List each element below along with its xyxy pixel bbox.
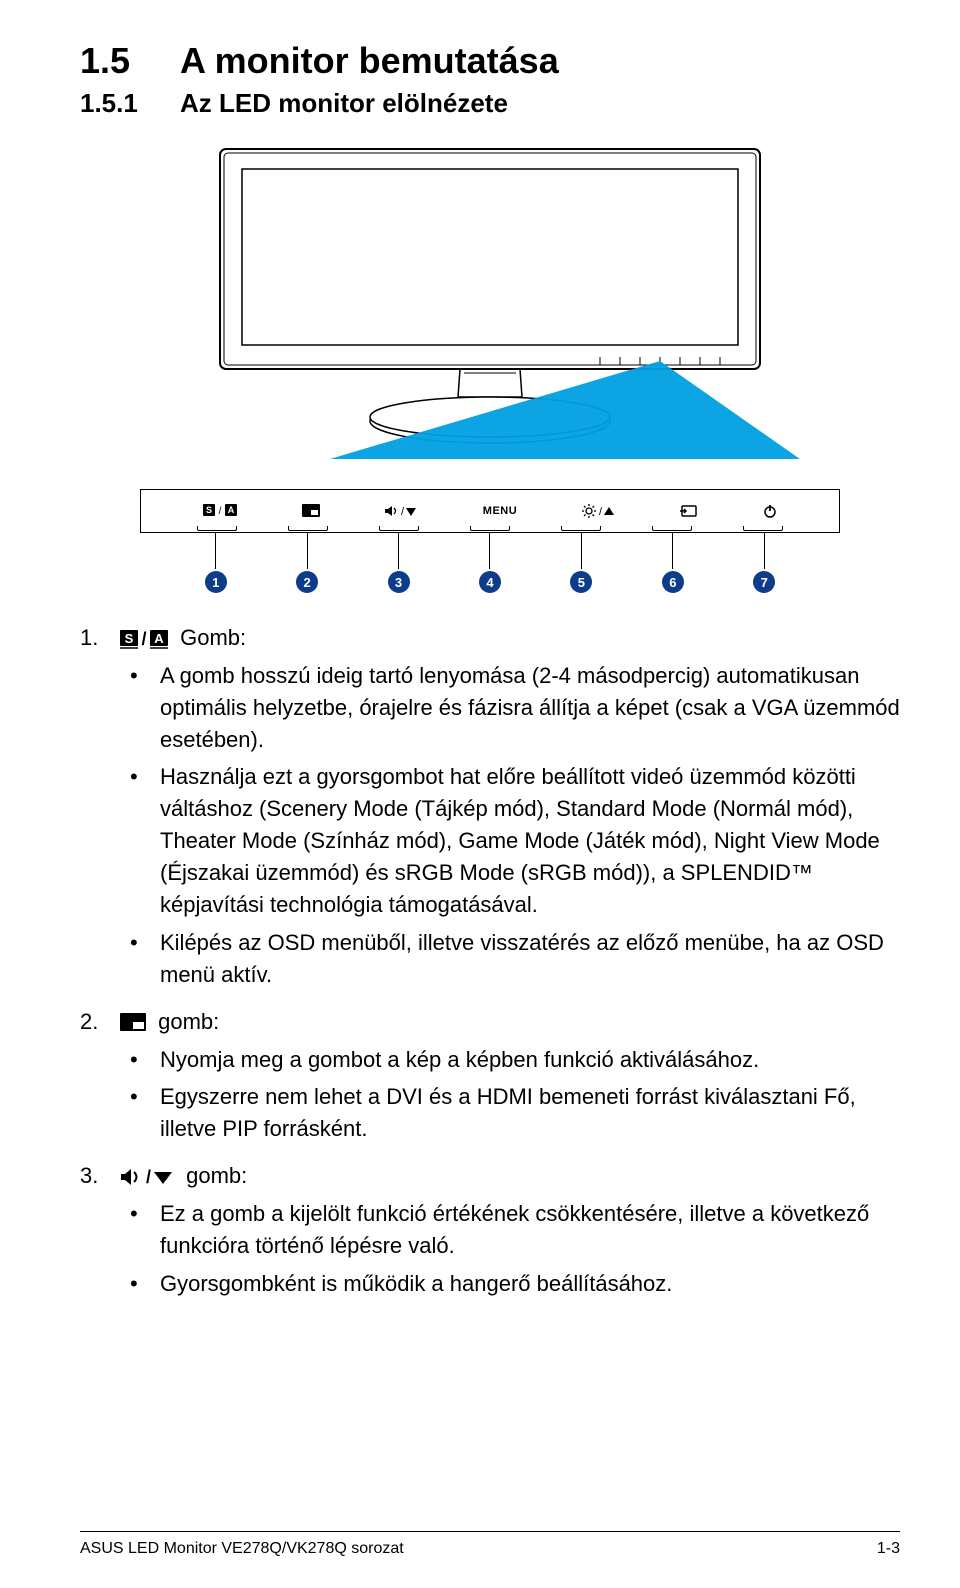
list-item-number: 1. <box>80 623 120 654</box>
panel-button-row <box>141 526 839 532</box>
input-icon <box>680 504 698 518</box>
callout-badge: 7 <box>753 571 775 593</box>
monitor-figure: S / A / MENU / <box>80 139 900 593</box>
list-bullet: •A gomb hosszú ideig tartó lenyomása (2-… <box>120 660 900 756</box>
callout-badge: 1 <box>205 571 227 593</box>
bullet-text: Ez a gomb a kijelölt funkció értékének c… <box>160 1198 900 1262</box>
list-item-1: 1. S / A Gomb: <box>80 623 900 654</box>
lead-line <box>672 533 673 569</box>
lead-line <box>489 533 490 569</box>
svg-text:/: / <box>401 506 405 518</box>
svg-text:/: / <box>219 506 222 517</box>
bullet-icon: • <box>120 1268 160 1300</box>
heading-2-text: Az LED monitor elölnézete <box>180 88 508 119</box>
button-slot <box>652 526 692 531</box>
list-item-label: gomb: <box>186 1163 247 1188</box>
heading-1-number: 1.5 <box>80 40 180 82</box>
bullet-icon: • <box>120 1198 160 1262</box>
footer-divider <box>80 1531 900 1532</box>
svg-text:/: / <box>141 629 146 649</box>
footer-left: ASUS LED Monitor VE278Q/VK278Q sorozat <box>80 1540 404 1558</box>
heading-2-number: 1.5.1 <box>80 88 180 119</box>
bullet-icon: • <box>120 1081 160 1145</box>
power-icon <box>763 504 777 518</box>
bullet-icon: • <box>120 927 160 991</box>
list-bullet: •Egyszerre nem lehet a DVI és a HDMI bem… <box>120 1081 900 1145</box>
callout-badge: 4 <box>479 571 501 593</box>
bullet-text: Használja ezt a gyorsgombot hat előre be… <box>160 761 900 920</box>
button-slot <box>561 526 601 531</box>
button-slot <box>379 526 419 531</box>
list-bullet: •Nyomja meg a gombot a kép a képben funk… <box>120 1044 900 1076</box>
list-bullet: •Gyorsgombként is működik a hangerő beál… <box>120 1268 900 1300</box>
lead-line <box>307 533 308 569</box>
callout-badge: 2 <box>296 571 318 593</box>
bullet-text: Nyomja meg a gombot a kép a képben funkc… <box>160 1044 900 1076</box>
svg-text:S: S <box>125 631 134 646</box>
list-item-label: gomb: <box>158 1009 219 1034</box>
callout-badge: 3 <box>388 571 410 593</box>
volume-down-icon: / <box>384 504 418 518</box>
svg-text:/: / <box>599 506 603 518</box>
list-bullet: •Kilépés az OSD menüből, illetve visszat… <box>120 927 900 991</box>
pip-icon <box>302 504 320 518</box>
button-slot <box>288 526 328 531</box>
panel-icon-row: S / A / MENU / <box>141 490 839 526</box>
svg-text:/: / <box>146 1167 151 1187</box>
page: 1.5 A monitor bemutatása 1.5.1 Az LED mo… <box>0 0 960 1588</box>
brightness-up-icon: / <box>582 504 616 518</box>
list-item-3: 3. / gomb: <box>80 1161 900 1192</box>
sa-icon: S / A <box>120 629 168 649</box>
list-bullet: •Használja ezt a gyorsgombot hat előre b… <box>120 761 900 920</box>
page-footer: ASUS LED Monitor VE278Q/VK278Q sorozat 1… <box>80 1540 900 1558</box>
bullet-icon: • <box>120 660 160 756</box>
callout-badge: 5 <box>570 571 592 593</box>
bullet-text: Egyszerre nem lehet a DVI és a HDMI beme… <box>160 1081 900 1145</box>
list-bullet: •Ez a gomb a kijelölt funkció értékének … <box>120 1198 900 1262</box>
list-item-2: 2. gomb: <box>80 1007 900 1038</box>
bullet-icon: • <box>120 1044 160 1076</box>
footer-right: 1-3 <box>877 1540 900 1558</box>
callout-badge: 6 <box>662 571 684 593</box>
lead-line <box>398 533 399 569</box>
button-slot <box>470 526 510 531</box>
panel-numbers-wrap: 1 2 3 4 5 6 7 <box>140 533 840 593</box>
heading-1: 1.5 A monitor bemutatása <box>80 40 900 82</box>
description-list: 1. S/A Gomb: •A gomb hosszú ideig tartó … <box>80 623 900 1300</box>
bullet-icon: • <box>120 761 160 920</box>
lead-line <box>764 533 765 569</box>
button-slot <box>197 526 237 531</box>
sa-icon: S / A <box>203 504 237 518</box>
button-panel: S / A / MENU / <box>140 489 840 533</box>
pip-icon <box>120 1013 146 1033</box>
button-slot <box>743 526 783 531</box>
heading-2: 1.5.1 Az LED monitor elölnézete <box>80 88 900 119</box>
svg-text:A: A <box>228 505 235 515</box>
volume-down-icon: / <box>120 1167 174 1187</box>
list-item-number: 2. <box>80 1007 120 1038</box>
bullet-text: A gomb hosszú ideig tartó lenyomása (2-4… <box>160 660 900 756</box>
lead-line <box>581 533 582 569</box>
menu-label: MENU <box>483 505 517 517</box>
list-item-label: Gomb: <box>180 625 246 650</box>
svg-text:A: A <box>154 631 164 646</box>
lead-line <box>215 533 216 569</box>
bullet-text: Gyorsgombként is működik a hangerő beáll… <box>160 1268 900 1300</box>
list-item-number: 3. <box>80 1161 120 1192</box>
heading-1-text: A monitor bemutatása <box>180 40 559 82</box>
svg-text:S: S <box>206 505 212 515</box>
monitor-drawing <box>180 139 800 459</box>
bullet-text: Kilépés az OSD menüből, illetve visszaté… <box>160 927 900 991</box>
